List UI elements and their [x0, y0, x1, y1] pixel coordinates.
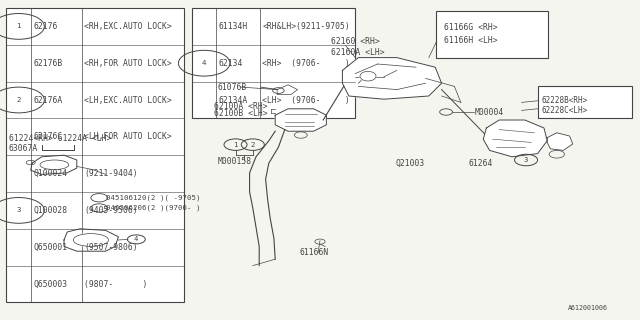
Text: 62228C<LH>: 62228C<LH>: [541, 106, 588, 115]
Text: (9211-9404): (9211-9404): [84, 169, 138, 178]
Text: M00004: M00004: [475, 108, 504, 116]
Text: A612001006: A612001006: [568, 305, 608, 311]
Text: 1: 1: [16, 23, 21, 29]
Polygon shape: [277, 85, 298, 94]
Text: <RH,FOR AUTO LOCK>: <RH,FOR AUTO LOCK>: [84, 59, 172, 68]
Text: 62176: 62176: [33, 22, 58, 31]
Text: 4: 4: [134, 236, 139, 242]
Text: 62100B <LH>: 62100B <LH>: [214, 109, 268, 118]
Polygon shape: [483, 120, 547, 157]
Text: <RH>  (9706-     ): <RH> (9706- ): [262, 59, 350, 68]
Text: 62228B<RH>: 62228B<RH>: [541, 96, 588, 105]
Text: 61264: 61264: [468, 159, 493, 168]
Text: 3: 3: [16, 207, 21, 213]
Polygon shape: [547, 133, 573, 150]
Text: 046306206(2 )(9706- ): 046306206(2 )(9706- ): [106, 205, 200, 211]
Text: <RH,EXC.AUTO LOCK>: <RH,EXC.AUTO LOCK>: [84, 22, 172, 31]
Text: Q100024: Q100024: [33, 169, 67, 178]
Text: 2: 2: [16, 97, 21, 103]
Text: Q100028: Q100028: [33, 206, 67, 215]
Polygon shape: [275, 109, 326, 131]
Text: 4: 4: [202, 60, 207, 66]
Text: 62176C: 62176C: [33, 132, 63, 141]
Text: 3: 3: [524, 157, 529, 163]
Text: 61134H: 61134H: [219, 22, 248, 31]
Text: <LH>  (9706-     ): <LH> (9706- ): [262, 95, 350, 105]
Text: 63067A: 63067A: [9, 144, 38, 153]
Text: 62176A: 62176A: [33, 95, 63, 105]
Text: 62160A <LH>: 62160A <LH>: [331, 48, 385, 57]
Text: (9507-9806): (9507-9806): [84, 243, 138, 252]
Bar: [436, 11, 548, 58]
Text: 62160 <RH>: 62160 <RH>: [331, 37, 380, 46]
Text: 61224<RH> 61224A <LH>: 61224<RH> 61224A <LH>: [9, 134, 111, 143]
Text: <LH,FOR AUTO LOCK>: <LH,FOR AUTO LOCK>: [84, 132, 172, 141]
Polygon shape: [31, 155, 77, 174]
Bar: [192, 8, 355, 118]
Bar: [6, 8, 184, 302]
Text: 61166G <RH>: 61166G <RH>: [444, 23, 498, 32]
Text: 61166N: 61166N: [300, 248, 329, 257]
Text: Q650003: Q650003: [33, 279, 67, 289]
Polygon shape: [64, 229, 118, 251]
Bar: [538, 86, 632, 118]
Text: <LH,EXC.AUTO LOCK>: <LH,EXC.AUTO LOCK>: [84, 95, 172, 105]
Text: 045106120(2 )( -9705): 045106120(2 )( -9705): [106, 195, 200, 201]
Ellipse shape: [73, 234, 108, 246]
Text: Q21003: Q21003: [396, 159, 425, 168]
Text: 61166H <LH>: 61166H <LH>: [444, 36, 498, 45]
Text: <RH&LH>(9211-9705): <RH&LH>(9211-9705): [262, 22, 350, 31]
Text: (9807-      ): (9807- ): [84, 279, 148, 289]
Text: 1: 1: [233, 142, 238, 148]
Text: 2: 2: [250, 142, 255, 148]
Ellipse shape: [40, 160, 69, 170]
Ellipse shape: [360, 71, 376, 81]
Text: (9405-9506): (9405-9506): [84, 206, 138, 215]
Polygon shape: [342, 58, 442, 99]
Text: 62100A <RH>: 62100A <RH>: [214, 102, 268, 111]
Text: Q650001: Q650001: [33, 243, 67, 252]
Text: M000158: M000158: [218, 157, 252, 166]
Text: 62134A: 62134A: [219, 95, 248, 105]
Text: 62134: 62134: [219, 59, 243, 68]
Text: 62176B: 62176B: [33, 59, 63, 68]
Text: 61076B: 61076B: [218, 83, 247, 92]
